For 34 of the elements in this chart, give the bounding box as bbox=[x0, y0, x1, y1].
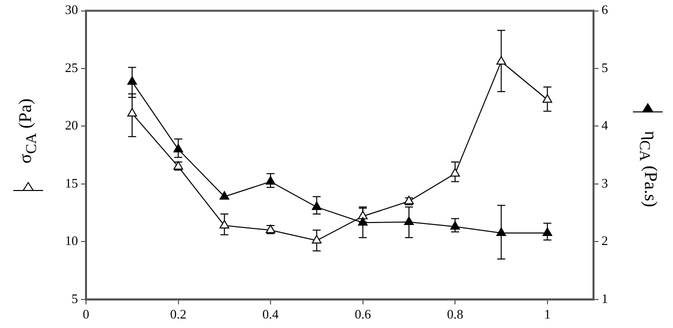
y-tick-label: 20 bbox=[65, 118, 78, 133]
x-tick-label: 0.8 bbox=[446, 306, 464, 322]
y2-tick-label: 2 bbox=[602, 233, 608, 248]
x-tick-label: 0.4 bbox=[262, 306, 280, 322]
y2-tick-label: 5 bbox=[602, 60, 608, 75]
point bbox=[496, 228, 506, 236]
y2-tick-label: 6 bbox=[602, 2, 608, 18]
point bbox=[127, 76, 137, 85]
y2-tick-label: 1 bbox=[602, 290, 608, 306]
x-tick-label: 0.2 bbox=[170, 306, 186, 322]
x-tick-label: 0 bbox=[82, 306, 90, 322]
point bbox=[220, 220, 230, 229]
point bbox=[404, 216, 414, 226]
point bbox=[220, 191, 230, 200]
y-tick-label: 5 bbox=[72, 290, 78, 306]
x-tick-label: 1 bbox=[544, 306, 551, 322]
point bbox=[312, 235, 322, 244]
point bbox=[542, 94, 552, 103]
point bbox=[450, 168, 460, 177]
point bbox=[173, 144, 184, 152]
point bbox=[312, 202, 322, 210]
point bbox=[542, 228, 552, 236]
point bbox=[127, 108, 137, 117]
y-tick-label: 10 bbox=[65, 233, 78, 248]
point bbox=[358, 210, 368, 220]
point bbox=[358, 217, 368, 226]
point bbox=[266, 176, 276, 185]
y2-tick-label: 3 bbox=[602, 175, 608, 190]
y-tick-label: 30 bbox=[65, 2, 78, 18]
x-tick-label: 0.6 bbox=[354, 306, 372, 322]
y2-tick-label: 4 bbox=[602, 118, 608, 133]
y-tick-label: 15 bbox=[65, 175, 78, 190]
point bbox=[496, 56, 506, 65]
y-tick-label: 25 bbox=[65, 60, 78, 75]
